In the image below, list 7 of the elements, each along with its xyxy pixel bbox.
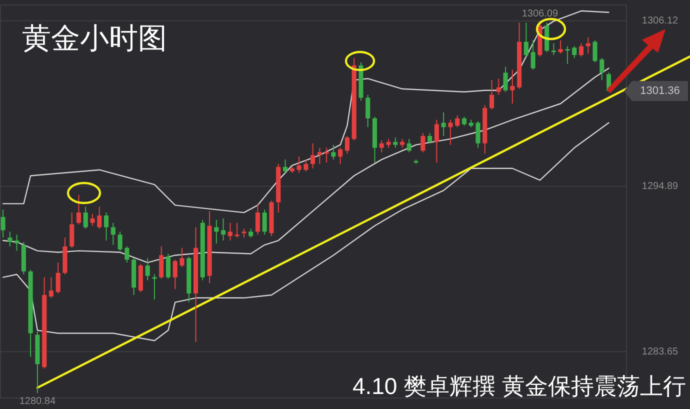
y-tick-label: 1294.89 [642,180,679,192]
annotation: 4.10 樊卓辉撰 黄金保持震荡上行 [352,373,686,399]
annotation: 1280.84 [19,396,56,407]
annotation: 1306.09 [522,8,558,20]
y-tick-label: 1283.65 [642,346,679,358]
text: 黄金小时图 [22,23,167,55]
y-tick-label: 1306.12 [642,16,679,27]
